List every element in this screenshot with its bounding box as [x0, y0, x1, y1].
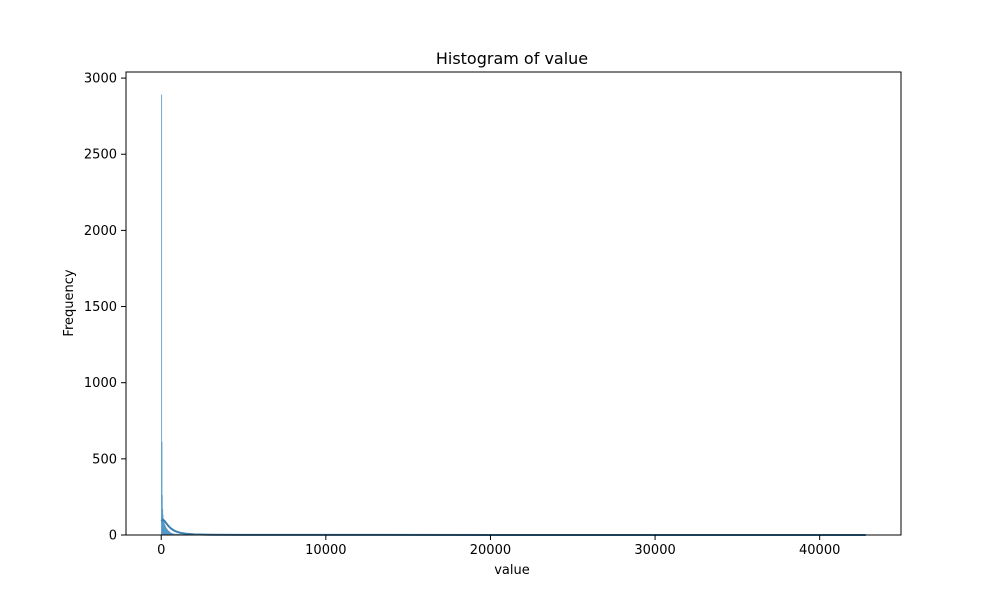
y-tick-label: 0 [109, 529, 117, 544]
x-tick-label: 20000 [470, 543, 511, 558]
y-axis-label: Frequency [62, 269, 77, 336]
y-tick-label: 2500 [84, 148, 117, 163]
x-tick-label: 10000 [305, 543, 346, 558]
x-tick-label: 30000 [634, 543, 675, 558]
y-tick-label: 3000 [84, 72, 117, 87]
y-tick-label: 500 [92, 452, 117, 467]
x-tick-label: 0 [157, 543, 165, 558]
x-tick-label: 40000 [799, 543, 840, 558]
y-tick-label: 2000 [84, 224, 117, 239]
chart-title: Histogram of value [436, 49, 588, 68]
y-tick-label: 1500 [84, 300, 117, 315]
x-axis-label: value [494, 563, 530, 578]
y-tick-label: 1000 [84, 376, 117, 391]
